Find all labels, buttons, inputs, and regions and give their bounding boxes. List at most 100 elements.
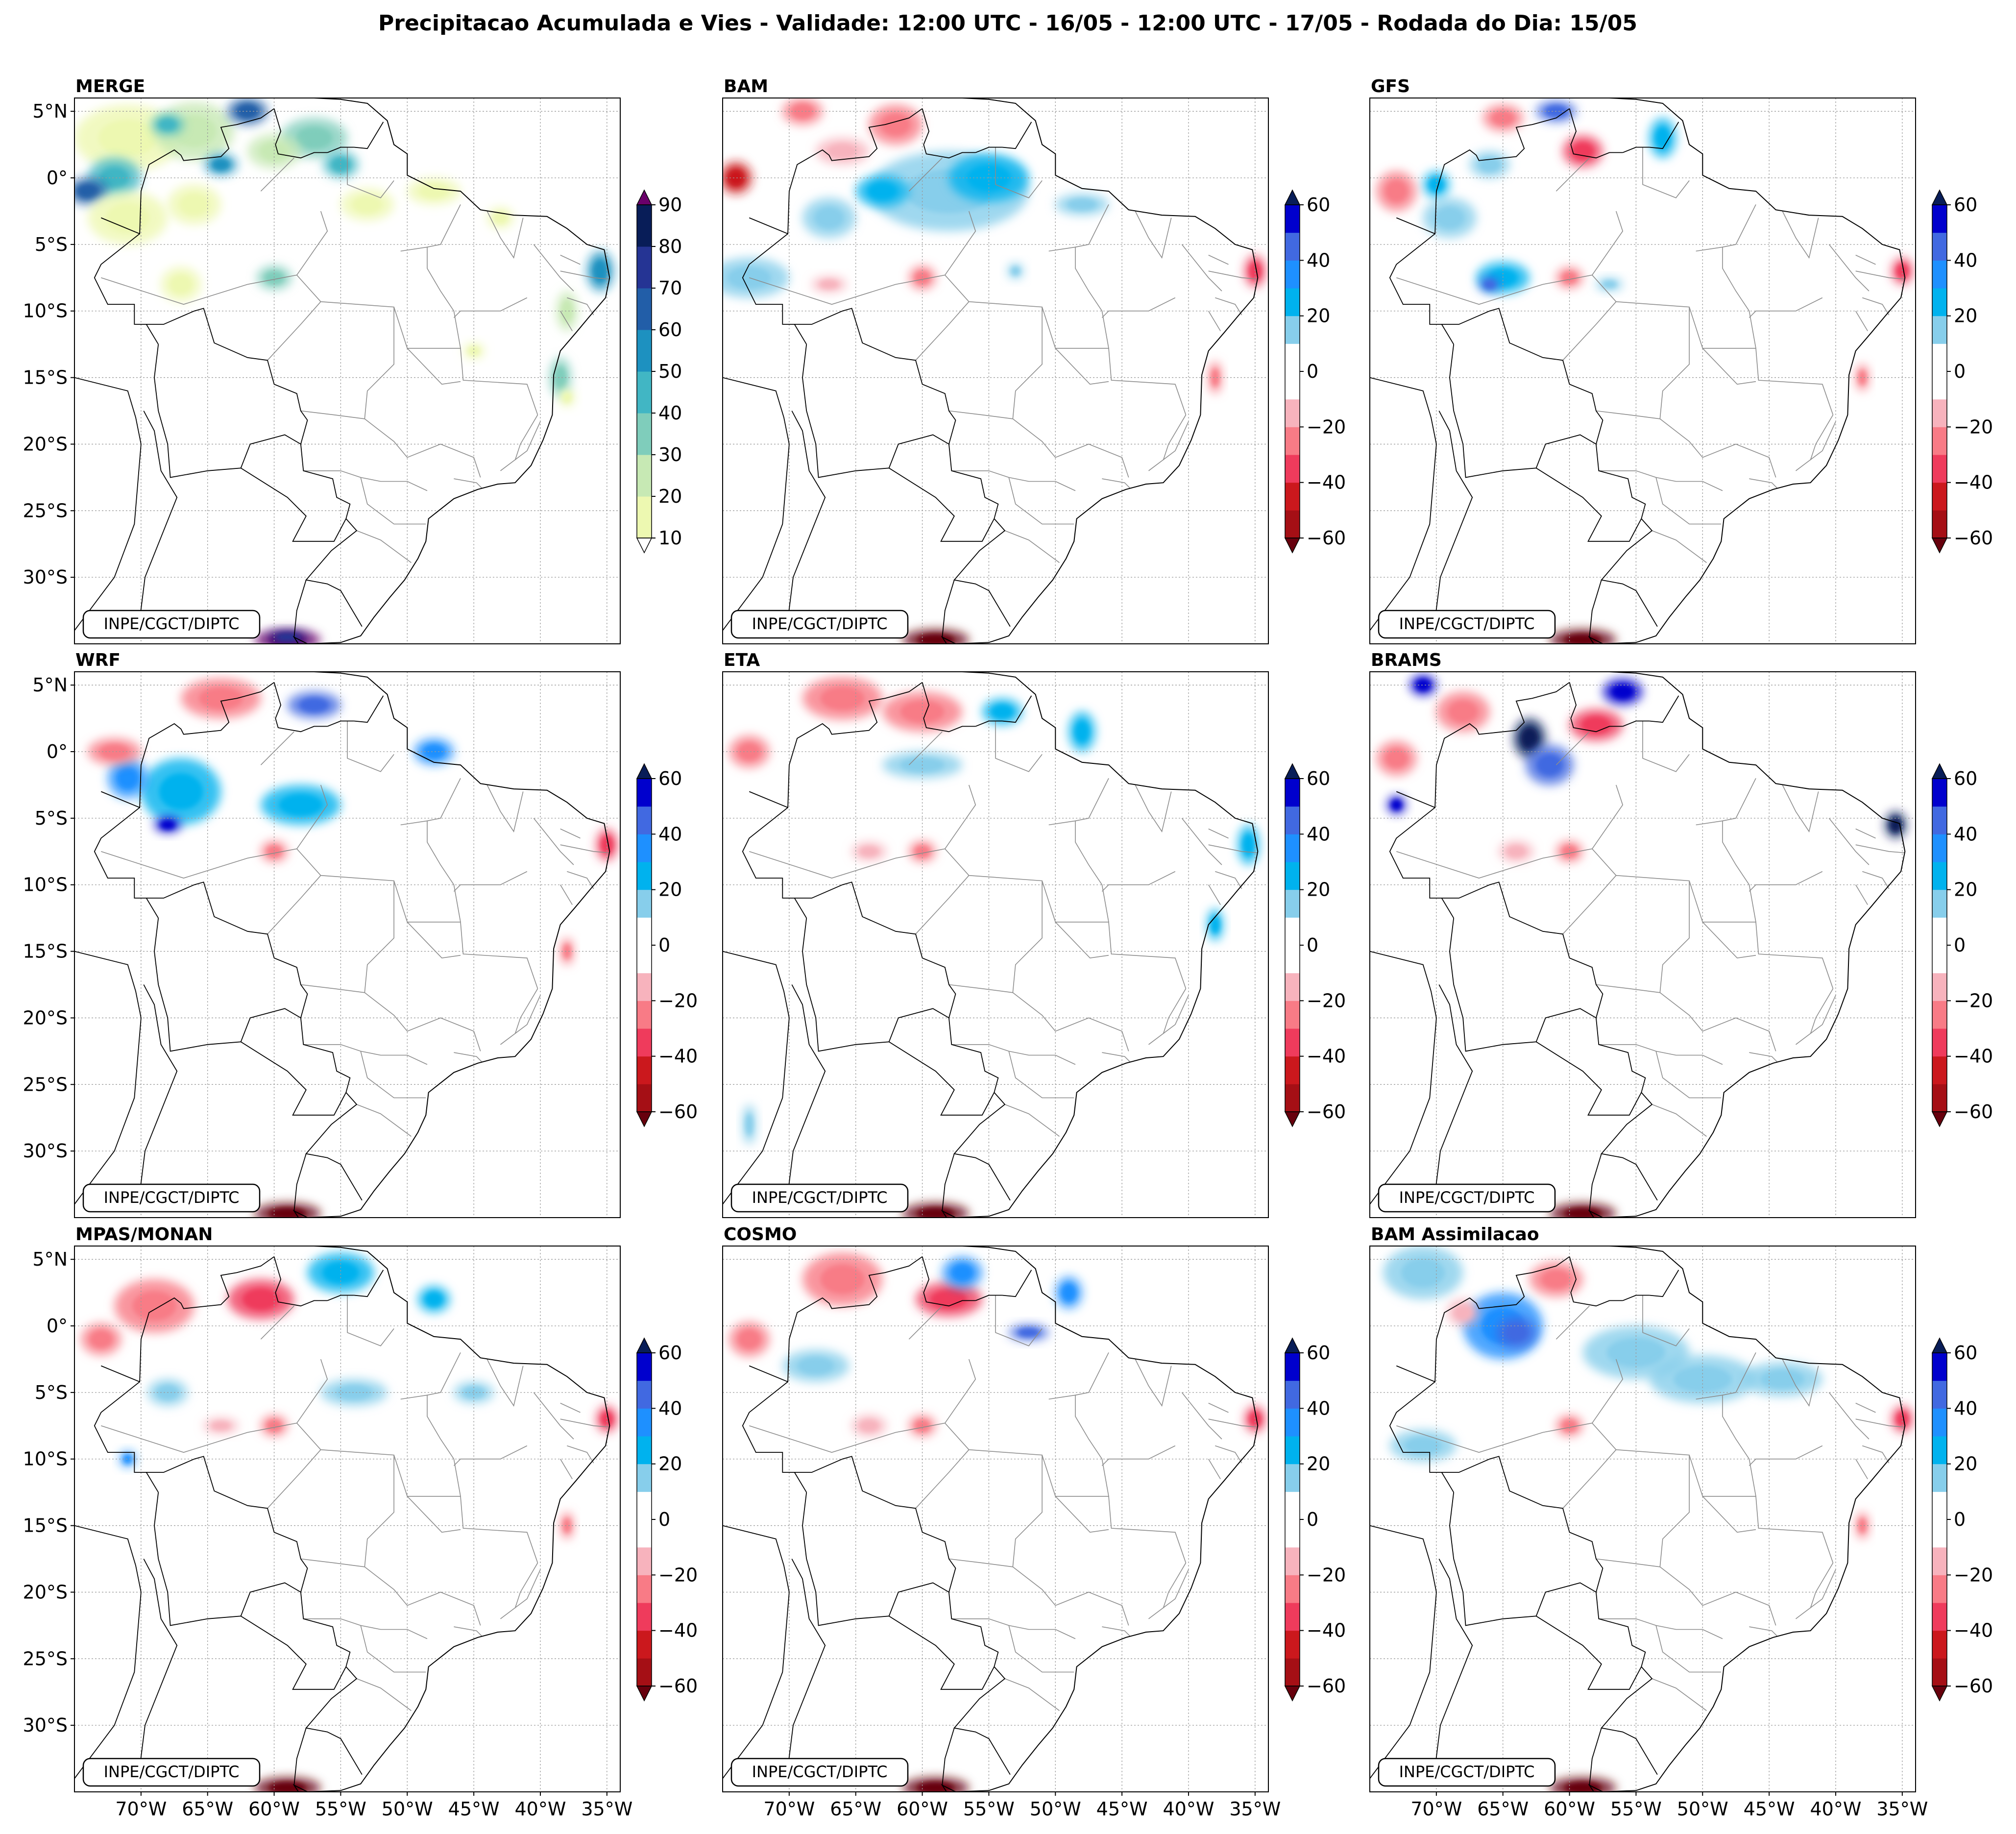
country-border xyxy=(1396,108,1570,235)
state-border xyxy=(951,1618,1076,1639)
colorbar-tick-label: 40 xyxy=(1954,249,1977,271)
lon-tick-label: 65°W xyxy=(830,1798,881,1820)
country-border xyxy=(354,122,384,149)
colorbar-bin xyxy=(1932,427,1947,455)
colorbar-tick-label: −40 xyxy=(1307,472,1346,493)
colorbar-bin xyxy=(637,330,652,372)
state-border xyxy=(454,1626,482,1637)
credit-label: INPE/CGCT/DIPTC xyxy=(752,1762,888,1781)
panel-title: GFS xyxy=(1371,76,1410,97)
colorbar-bin xyxy=(1285,862,1300,890)
lon-tick-label: 60°W xyxy=(1544,1798,1595,1820)
country-border xyxy=(942,1153,955,1211)
colorbar-bin xyxy=(1285,973,1300,1001)
state-border xyxy=(533,1392,574,1440)
field-cell-core xyxy=(170,274,192,294)
colorbar-bin xyxy=(1932,232,1947,261)
credit-box xyxy=(730,1758,909,1787)
country-border xyxy=(942,580,955,637)
colorbar-tick-label: −20 xyxy=(1307,1564,1346,1586)
country-border xyxy=(786,411,826,631)
state-border xyxy=(1208,1418,1258,1428)
colorbar-bin xyxy=(637,917,652,974)
credit-box xyxy=(730,610,909,639)
field-cell-core xyxy=(419,184,449,199)
state-border xyxy=(360,1051,426,1099)
country-border xyxy=(1396,682,1570,808)
state-border xyxy=(1796,1569,1836,1619)
state-border xyxy=(486,784,524,832)
colorbar-tick-label: 60 xyxy=(1307,768,1330,789)
colorbar-tick-label: 60 xyxy=(1954,1342,1977,1364)
country-border xyxy=(1449,1492,1597,1626)
state-border xyxy=(1749,1445,1823,1466)
data-field xyxy=(729,1252,1266,1792)
lon-tick-label: 50°W xyxy=(1677,1798,1728,1820)
field-cell-core xyxy=(1581,716,1611,734)
lat-tick-label: 20°S xyxy=(23,1007,68,1028)
colorbar-bin xyxy=(637,246,652,289)
field-cell-core xyxy=(279,794,323,816)
state-border xyxy=(560,254,581,265)
colorbar-bin xyxy=(1932,889,1947,918)
country-border xyxy=(742,233,807,345)
state-border xyxy=(1215,871,1242,889)
field-cell-core xyxy=(797,1357,834,1375)
state-border xyxy=(514,415,538,461)
country-border xyxy=(293,1728,307,1785)
state-border xyxy=(1008,1051,1074,1099)
state-border xyxy=(560,1459,573,1479)
map-frame xyxy=(722,98,1269,644)
data-field xyxy=(729,677,1259,1218)
country-border xyxy=(138,1559,178,1779)
state-border xyxy=(915,1449,970,1509)
lat-tick-label: 10°S xyxy=(23,1448,68,1470)
country-border xyxy=(1389,1381,1454,1493)
state-border xyxy=(1208,884,1221,905)
field-cell-core xyxy=(593,260,608,282)
field-cell-core xyxy=(1541,1270,1571,1289)
lon-tick-label: 65°W xyxy=(182,1798,233,1820)
state-border xyxy=(260,157,294,192)
panels-grid: MERGE INPE/CGCT/DIPTC 5°N 0° 5°S 10°S 15°S 20°S… xyxy=(23,76,1993,1820)
state-border xyxy=(454,1052,482,1062)
state-border xyxy=(1562,1449,1617,1509)
field-cell-core xyxy=(881,113,911,136)
state-border xyxy=(514,988,538,1034)
lon-tick-label: 45°W xyxy=(1744,1798,1795,1820)
state-border xyxy=(1696,820,1756,922)
lon-tick-label: 65°W xyxy=(1477,1798,1529,1820)
colorbar-bin xyxy=(1285,1658,1300,1687)
colorbar-tick-label: 20 xyxy=(658,486,682,507)
colorbar-bin xyxy=(637,1408,652,1437)
colorbar-bin xyxy=(1932,973,1947,1001)
state-border xyxy=(1855,1459,1868,1479)
coastline xyxy=(941,672,1259,1218)
field-cell-core xyxy=(1521,727,1538,750)
colorbar-tick-label: 40 xyxy=(658,823,682,845)
country-border xyxy=(1433,411,1473,631)
country-border xyxy=(975,1295,1002,1301)
country-border xyxy=(146,1456,308,1592)
state-border xyxy=(1008,477,1074,525)
field-cell-core xyxy=(105,203,150,233)
colorbar-tick-label: −60 xyxy=(1307,1675,1346,1697)
state-border xyxy=(453,871,528,892)
state-border xyxy=(945,1359,976,1423)
state-border xyxy=(1208,828,1229,839)
colorbar-tick-label: −20 xyxy=(658,1564,698,1586)
country-border xyxy=(100,108,275,235)
state-border xyxy=(427,778,461,822)
field-cell-core xyxy=(1448,701,1478,723)
state-border xyxy=(560,270,610,280)
country-border xyxy=(1589,1153,1602,1211)
map-frame xyxy=(722,1246,1269,1792)
colorbar-tick-label: −20 xyxy=(1954,416,1993,438)
state-border xyxy=(1135,784,1172,832)
colorbar-bin xyxy=(1285,399,1300,427)
state-border xyxy=(1642,721,1690,772)
data-field xyxy=(1376,674,1906,1218)
colorbar-bin xyxy=(1285,779,1300,807)
country-border xyxy=(1396,1256,1570,1383)
country-border xyxy=(74,377,142,631)
